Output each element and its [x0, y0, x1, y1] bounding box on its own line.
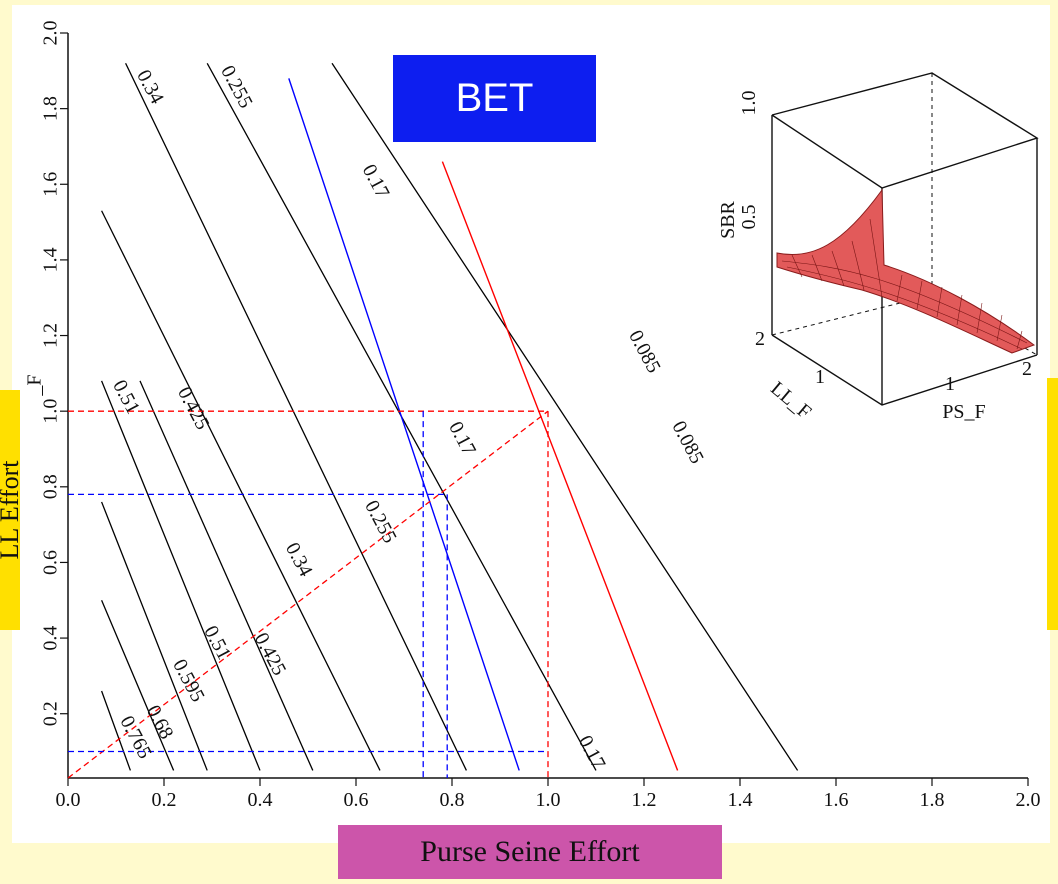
contour-line [101, 210, 381, 771]
y-tick-label: 0.8 [40, 474, 62, 499]
y-tick-label: 2.0 [40, 21, 62, 46]
dashed-guides [67, 410, 549, 779]
contour-labels: 0.34 0.255 0.17 0.085 0.51 0.425 0.17 0.085 0.25… [108, 62, 708, 773]
decorative-strip [1047, 378, 1058, 630]
contour-label: 0.34 [281, 539, 317, 580]
contour-label: 0.17 [444, 418, 480, 459]
x-tick-label: 2.0 [1016, 789, 1041, 811]
red-reference-line [441, 161, 679, 771]
surface-inset [771, 72, 1039, 406]
contour-chart: 0.0 0.2 0.4 0.6 0.8 1.0 1.2 1.4 1.6 1.8 2.0 0.2 0.4 0… [24, 21, 1041, 812]
x-tick-label: 1.0 [536, 789, 561, 811]
x-tick-label: 0.0 [56, 789, 81, 811]
contour-label: 0.595 [168, 656, 209, 706]
y-axis-label-text: LL Effort [0, 460, 20, 560]
inset-surface-mesh [781, 218, 1028, 350]
x-tick-label: 1.8 [920, 789, 945, 811]
x-tick-label: 1.4 [728, 789, 753, 811]
inset-x-axis-label: PS_F [942, 401, 985, 423]
contour-line [139, 380, 314, 771]
inset-box-back [771, 72, 1039, 189]
x-axis-label: Purse Seine Effort [338, 825, 722, 879]
contour-label: 0.51 [199, 622, 235, 663]
inset-z-axis-label: SBR [717, 200, 739, 238]
y-tick-label: 0.2 [40, 701, 62, 726]
contour-label: 0.255 [360, 497, 401, 547]
contour-line [100, 690, 132, 771]
y-axis-suffix: _F [24, 374, 46, 396]
inset-y-axis-label: LL_F [766, 377, 815, 423]
contour-line [125, 62, 467, 771]
chart-title-text: BET [455, 76, 534, 120]
plot-panel: 0.0 0.2 0.4 0.6 0.8 1.0 1.2 1.4 1.6 1.8 2.0 0.2 0.4 0… [12, 5, 1050, 843]
inset-y-tick-label: 2 [755, 328, 765, 350]
y-axis-label: LL Effort [0, 390, 20, 630]
inset-z-tick-label: 0.5 [738, 205, 760, 230]
y-tick-label: 1.2 [40, 323, 62, 348]
ticks: 0.0 0.2 0.4 0.6 0.8 1.0 1.2 1.4 1.6 1.8 2.0 0.2 0.4 0… [24, 21, 1041, 812]
chart-title: BET [393, 55, 596, 142]
contour-label: 0.425 [173, 383, 214, 433]
contour-label: 0.17 [574, 732, 610, 773]
contour-label: 0.17 [358, 161, 394, 202]
contour-label: 0.085 [667, 417, 708, 467]
x-tick-label: 1.2 [632, 789, 657, 811]
inset-x-tick-label: 1 [945, 373, 955, 395]
inset-z-tick-label: 1.0 [738, 91, 760, 116]
x-tick-label: 0.6 [344, 789, 369, 811]
inset-box-floor [771, 334, 1038, 406]
inset-y-tick-label: 1 [815, 366, 825, 388]
y-tick-label: 1.6 [40, 172, 62, 197]
x-tick-label: 0.4 [248, 789, 273, 811]
contour-line [100, 380, 261, 771]
y-tick-label: 1.4 [40, 247, 62, 272]
inset-x-tick-label: 2 [1022, 358, 1032, 380]
x-tick-label: 1.6 [824, 789, 849, 811]
inset-surface [776, 188, 1036, 354]
blue-reference-line [288, 78, 520, 771]
x-tick-label: 0.2 [152, 789, 177, 811]
contour-label: 0.425 [250, 629, 291, 679]
x-tick-label: 0.8 [440, 789, 465, 811]
y-tick-label: 0.6 [40, 550, 62, 575]
reference-lines [288, 78, 679, 771]
contour-lines [100, 62, 799, 771]
y-tick-label: 0.4 [40, 626, 62, 651]
contour-label: 0.255 [216, 62, 257, 112]
red-dashed-diagonal [67, 410, 549, 779]
y-tick-label: 1.8 [40, 96, 62, 121]
x-axis-label-text: Purse Seine Effort [420, 835, 640, 868]
contour-label: 0.085 [624, 327, 665, 377]
contour-line [101, 600, 175, 771]
y-tick-label: 1.0 [40, 399, 62, 424]
contour-line [331, 62, 799, 771]
contour-line [100, 501, 208, 771]
